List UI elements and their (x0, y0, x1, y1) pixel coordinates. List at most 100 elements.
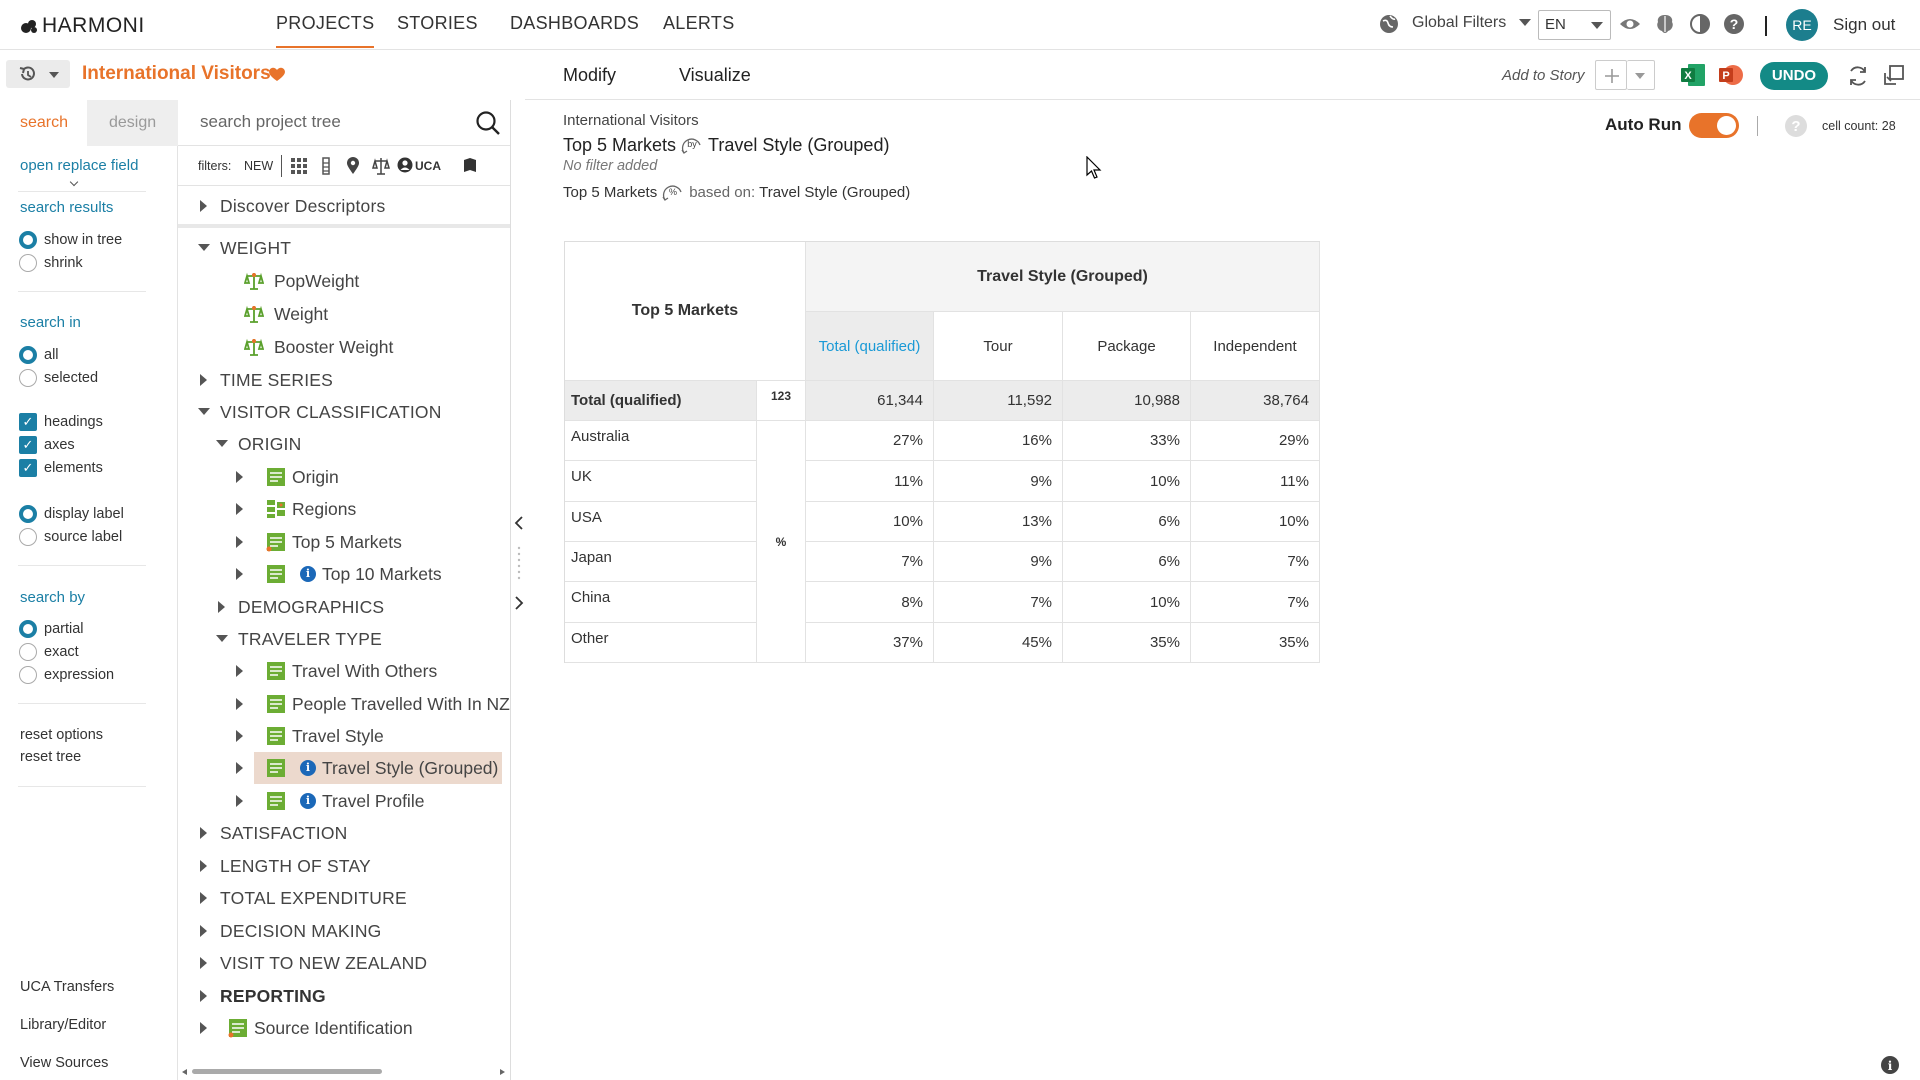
expand-arrow-icon[interactable] (236, 503, 243, 515)
tree-item-travel-style-grouped[interactable]: i Travel Style (Grouped) (178, 752, 510, 784)
radio-search-all[interactable]: all (19, 346, 59, 364)
radio-exact[interactable]: exact (19, 643, 79, 661)
tree-item-origin[interactable]: Origin (178, 461, 510, 493)
collapse-arrow-icon[interactable] (198, 244, 210, 251)
radio-source-label[interactable]: source label (19, 528, 122, 546)
add-to-story-dropdown[interactable] (1627, 60, 1655, 90)
radio-show-in-tree[interactable]: show in tree (19, 231, 122, 249)
modify-button[interactable]: Modify (563, 65, 617, 85)
excel-export-icon[interactable]: X (1680, 62, 1706, 88)
expand-arrow-icon[interactable] (218, 601, 225, 613)
row-header[interactable]: UK (565, 461, 757, 502)
radio-shrink[interactable]: shrink (19, 254, 83, 272)
info-icon[interactable]: i (300, 760, 316, 776)
expand-arrow-icon[interactable] (236, 536, 243, 548)
expand-arrow-icon[interactable] (236, 730, 243, 742)
info-icon[interactable]: i (300, 793, 316, 809)
favorite-heart-icon[interactable] (268, 66, 286, 82)
tree-item-popweight[interactable]: PopWeight (178, 265, 510, 297)
restore-layout-icon[interactable] (1883, 64, 1905, 86)
expand-arrow-icon[interactable] (236, 568, 243, 580)
expand-arrow-icon[interactable] (200, 200, 207, 212)
row-header[interactable]: Australia (565, 421, 757, 461)
grid-icon[interactable] (290, 157, 308, 175)
tree-item-travel-style[interactable]: Travel Style (178, 720, 510, 752)
tree-item-people-travelled-with[interactable]: People Travelled With In NZ (178, 688, 510, 720)
contrast-icon[interactable] (1689, 13, 1711, 35)
scroll-right-icon[interactable] (500, 1069, 505, 1075)
checkbox-headings[interactable]: ✓ headings (19, 413, 103, 431)
column-group-header[interactable]: Travel Style (Grouped) (806, 242, 1320, 312)
column-header-tour[interactable]: Tour (934, 312, 1063, 381)
collapse-arrow-icon[interactable] (216, 635, 228, 642)
help-icon[interactable]: ? (1784, 114, 1808, 138)
map-pin-icon[interactable] (345, 157, 361, 175)
tree-item-visitor-classification[interactable]: VISITOR CLASSIFICATION (178, 396, 510, 428)
info-icon[interactable]: i (300, 566, 316, 582)
tree-item-origin-folder[interactable]: ORIGIN (178, 428, 510, 460)
tree-item-satisfaction[interactable]: SATISFACTION (178, 817, 510, 849)
row-header[interactable]: Japan (565, 542, 757, 582)
tree-item-top-10-markets[interactable]: i Top 10 Markets (178, 558, 510, 590)
row-header-total[interactable]: Total (qualified) (565, 381, 757, 421)
tree-item-demographics[interactable]: DEMOGRAPHICS (178, 591, 510, 623)
tree-item-weight-var[interactable]: Weight (178, 298, 510, 330)
tree-item-top-5-markets[interactable]: Top 5 Markets (178, 526, 510, 558)
help-icon[interactable]: ? (1723, 13, 1745, 35)
expand-arrow-icon[interactable] (236, 698, 243, 710)
filter-uca-label[interactable]: UCA (415, 159, 441, 173)
radio-search-selected[interactable]: selected (19, 369, 98, 387)
tree-item-total-expenditure[interactable]: TOTAL EXPENDITURE (178, 882, 510, 914)
row-variable-name[interactable]: Top 5 Markets (563, 134, 677, 155)
collapse-arrow-icon[interactable] (198, 408, 210, 415)
nav-tab-alerts[interactable]: ALERTS (663, 13, 735, 33)
uca-transfers-link[interactable]: UCA Transfers (20, 979, 115, 995)
tree-item-travel-with-others[interactable]: Travel With Others (178, 655, 510, 687)
checkbox-axes[interactable]: ✓ axes (19, 436, 75, 454)
info-icon[interactable]: i (1880, 1055, 1900, 1075)
expand-arrow-icon[interactable] (200, 374, 207, 386)
tree-item-discover-descriptors[interactable]: Discover Descriptors (178, 190, 510, 222)
expand-arrow-icon[interactable] (200, 990, 207, 1002)
auto-run-toggle[interactable] (1689, 113, 1739, 138)
avatar[interactable]: RE (1786, 9, 1818, 41)
refresh-icon[interactable] (1846, 64, 1870, 88)
radio-display-label[interactable]: display label (19, 505, 124, 523)
checkbox-elements[interactable]: ✓ elements (19, 459, 103, 477)
brand-logo[interactable]: HARMONI (20, 14, 145, 38)
undo-button[interactable]: UNDO (1760, 62, 1828, 90)
column-variable-name[interactable]: Travel Style (Grouped) (708, 134, 890, 155)
view-sources-link[interactable]: View Sources (20, 1055, 109, 1071)
row-header[interactable]: China (565, 582, 757, 623)
reset-options-link[interactable]: reset options (20, 727, 104, 743)
nav-tab-projects[interactable]: PROJECTS (276, 13, 375, 48)
filter-new-button[interactable]: NEW (244, 159, 274, 173)
expand-arrow-icon[interactable] (200, 957, 207, 969)
tree-item-regions[interactable]: Regions (178, 493, 510, 525)
panel-resize-handle[interactable] (516, 545, 522, 585)
column-header-total[interactable]: Total (qualified) (806, 312, 934, 381)
tab-search[interactable]: search (0, 100, 87, 146)
tab-design[interactable]: design (87, 100, 178, 146)
radio-expression[interactable]: expression (19, 666, 114, 684)
horizontal-scrollbar[interactable] (182, 1068, 505, 1076)
search-icon[interactable] (475, 110, 501, 136)
tree-item-traveler-type[interactable]: TRAVELER TYPE (178, 623, 510, 655)
library-editor-link[interactable]: Library/Editor (20, 1017, 107, 1033)
row-header[interactable]: Other (565, 623, 757, 663)
expand-arrow-icon[interactable] (200, 1022, 207, 1034)
globe-icon[interactable] (1378, 13, 1400, 35)
book-icon[interactable] (462, 157, 478, 173)
scrollbar-thumb[interactable] (192, 1069, 382, 1074)
expand-arrow-icon[interactable] (236, 665, 243, 677)
expand-arrow-icon[interactable] (236, 762, 243, 774)
tree-item-time-series[interactable]: TIME SERIES (178, 364, 510, 396)
expand-arrow-icon[interactable] (200, 925, 207, 937)
tree-item-travel-profile[interactable]: i Travel Profile (178, 785, 510, 817)
tree-item-length-of-stay[interactable]: LENGTH OF STAY (178, 850, 510, 882)
nav-tab-stories[interactable]: STORIES (397, 13, 478, 33)
tree-item-visit-to-nz[interactable]: VISIT TO NEW ZEALAND (178, 947, 510, 979)
expand-arrow-icon[interactable] (200, 892, 207, 904)
column-header-package[interactable]: Package (1063, 312, 1191, 381)
collapse-arrow-icon[interactable] (216, 440, 228, 447)
